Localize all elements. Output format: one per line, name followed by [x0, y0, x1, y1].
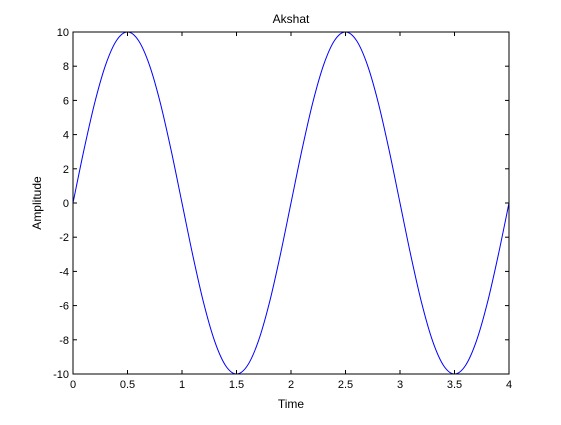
plot-frame [72, 31, 510, 375]
series-line [72, 31, 510, 375]
y-tick-label: 10 [57, 27, 69, 39]
x-tick-label: 3.5 [447, 379, 462, 391]
x-axis-label: Time [278, 397, 305, 411]
y-tick-label: 6 [63, 95, 69, 107]
series-layer [72, 31, 510, 375]
y-axis-label: Amplitude [30, 176, 44, 230]
y-tick-label: -8 [59, 335, 69, 347]
y-tick-label: -10 [53, 369, 69, 381]
y-tick-label: -6 [59, 301, 69, 313]
x-tick-label: 0.5 [120, 379, 135, 391]
y-tick-label: 0 [63, 198, 69, 210]
y-tick-label: 4 [63, 130, 69, 142]
y-tick-label: -4 [59, 266, 69, 278]
y-tick-label: 2 [63, 164, 69, 176]
tick-labels-layer: 0 0.5 1 1.5 2 2.5 3 3.5 4 -10 -8 -6 -4 -2 0 2 4 6 8 10 [53, 27, 512, 391]
chart-title: Akshat [273, 12, 310, 26]
x-tick-label: 2.5 [338, 379, 353, 391]
y-tick-label: -2 [59, 232, 69, 244]
x-tick-label: 3 [397, 379, 403, 391]
x-tick-label: 2 [288, 379, 294, 391]
x-tick-label: 1 [179, 379, 185, 391]
x-tick-label: 0 [70, 379, 76, 391]
x-tick-label: 4 [506, 379, 512, 391]
y-tick-label: 8 [63, 61, 69, 73]
x-tick-label: 1.5 [229, 379, 244, 391]
